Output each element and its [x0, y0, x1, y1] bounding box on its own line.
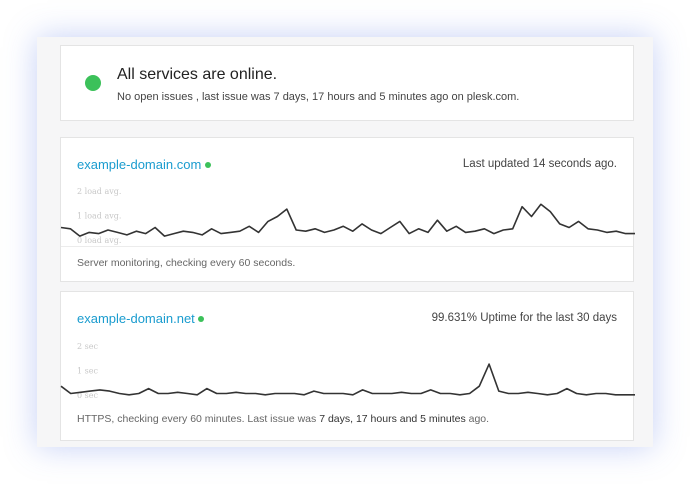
monitor-link[interactable]: example-domain.com — [77, 157, 202, 172]
monitor-link[interactable]: example-domain.net — [77, 311, 195, 326]
monitor-card: example-domain.net 99.631% Uptime for th… — [60, 291, 635, 441]
monitor-name[interactable]: example-domain.net — [77, 311, 205, 326]
footer-emphasis: 7 days, 17 hours and 5 minutes — [319, 413, 466, 425]
monitor-name[interactable]: example-domain.com — [77, 157, 211, 172]
online-dot — [204, 162, 211, 168]
status-dot — [85, 75, 101, 91]
monitor-footer: Server monitoring, checking every 60 sec… — [77, 257, 295, 269]
status-title: All services are online. — [117, 66, 278, 83]
monitor-footer: HTTPS, checking every 60 minutes. Last i… — [77, 413, 489, 425]
footer-text: ago. — [468, 413, 490, 425]
y-tick-label: 0 sec — [77, 391, 98, 400]
online-dot — [198, 316, 205, 322]
y-tick-label: 2 load avg. — [77, 187, 121, 196]
footer-text: Server monitoring, checking every 60 sec… — [77, 257, 296, 269]
y-tick-label: 1 load avg. — [77, 212, 121, 221]
sparkline: 0 sec 1 sec 2 sec — [60, 342, 635, 400]
status-message: No open issues , last issue was 7 days, … — [117, 91, 520, 103]
y-tick-label: 1 sec — [77, 367, 98, 376]
monitor-card: example-domain.com Last updated 14 secon… — [60, 137, 635, 282]
footer-text: HTTPS, checking every 60 minutes. Last i… — [77, 413, 317, 425]
monitor-info: 99.631% Uptime for the last 30 days — [431, 312, 617, 324]
status-card: All services are online. No open issues … — [60, 45, 634, 121]
divider — [61, 246, 633, 247]
monitor-info: Last updated 14 seconds ago. — [462, 158, 617, 170]
y-tick-label: 0 load avg. — [77, 236, 121, 245]
data-line — [60, 203, 635, 237]
data-line — [60, 363, 635, 396]
y-tick-label: 2 sec — [77, 342, 98, 351]
sparkline: 0 load avg. 1 load avg. 2 load avg. — [60, 187, 635, 245]
